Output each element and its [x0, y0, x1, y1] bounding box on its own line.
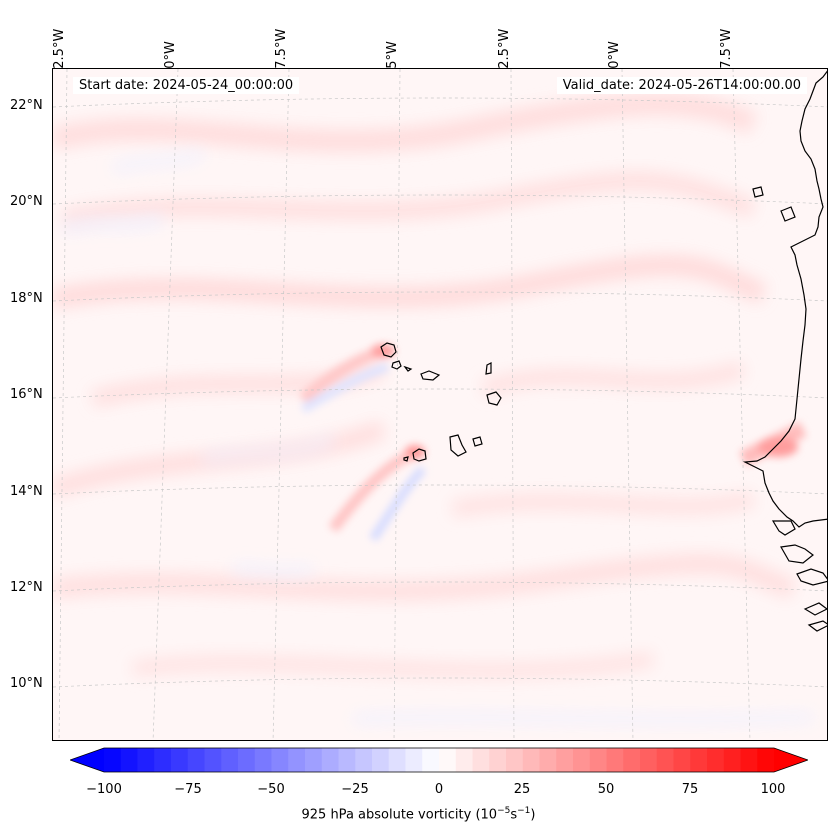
colorbar-tick-neg25: −25	[341, 782, 369, 797]
colorbar-segment	[656, 748, 674, 772]
colorbar-segment	[221, 748, 239, 772]
colorbar-segment	[204, 748, 222, 772]
colorbar-segment	[757, 748, 775, 772]
colorbar-segment	[740, 748, 758, 772]
negative-vorticity-streaks	[61, 149, 814, 725]
colorbar-segment	[539, 748, 557, 772]
colorbar-segment	[137, 748, 155, 772]
lat-label-22n: 22°N	[10, 98, 43, 113]
colorbar-segment	[355, 748, 373, 772]
colorbar-segment	[573, 748, 591, 772]
lat-label-20n: 20°N	[10, 194, 43, 209]
map-panel: Start date: 2024-05-24_00:00:00 Valid_da…	[52, 68, 828, 741]
colorbar-segment	[288, 748, 306, 772]
colorbar-segment	[271, 748, 289, 772]
colorbar-tick-100: 100	[760, 782, 786, 797]
graticule	[53, 69, 827, 740]
colorbar-segment	[690, 748, 708, 772]
colorbar-segment	[154, 748, 172, 772]
lat-label-12n: 12°N	[10, 580, 43, 595]
colorbar-segment	[589, 748, 607, 772]
colorbar-segment	[439, 748, 457, 772]
colorbar-graphic	[68, 747, 810, 773]
colorbar-segment	[472, 748, 490, 772]
colorbar-segment	[372, 748, 390, 772]
start-date-label: Start date: 2024-05-24_00:00:00	[73, 77, 300, 94]
colorbar-tick-75: 75	[681, 782, 699, 797]
colorbar-segment	[455, 748, 473, 772]
colorbar-segment	[104, 748, 122, 772]
colorbar-segment	[723, 748, 741, 772]
vorticity-field	[53, 69, 827, 740]
colorbar-segment	[338, 748, 356, 772]
lat-label-14n: 14°N	[10, 484, 43, 499]
lat-label-16n: 16°N	[10, 387, 43, 402]
map-background	[53, 69, 827, 740]
colorbar-segment	[707, 748, 725, 772]
colorbar	[68, 745, 810, 775]
colorbar-tick-neg75: −75	[174, 782, 202, 797]
colorbar-segment	[187, 748, 205, 772]
colorbar-extend-max	[774, 748, 808, 772]
colorbar-tick-0: 0	[434, 782, 444, 797]
colorbar-title-exp1: −5	[497, 806, 511, 816]
island-wakes	[299, 344, 807, 542]
colorbar-segment	[305, 748, 323, 772]
coastlines	[380, 70, 827, 632]
valid-date-label: Valid_date: 2024-05-26T14:00:00.00	[556, 77, 807, 94]
colorbar-segments	[68, 747, 810, 773]
colorbar-segment	[673, 748, 691, 772]
colorbar-segment	[623, 748, 641, 772]
colorbar-segment	[238, 748, 256, 772]
colorbar-segment	[640, 748, 658, 772]
colorbar-title: 925 hPa absolute vorticity (10−5s−1)	[301, 806, 536, 823]
lat-label-18n: 18°N	[10, 291, 43, 306]
colorbar-segment	[321, 748, 339, 772]
colorbar-title-exp2: −1	[517, 806, 531, 816]
colorbar-segment	[489, 748, 507, 772]
lat-label-10n: 10°N	[10, 676, 43, 691]
colorbar-segment	[388, 748, 406, 772]
colorbar-segment	[405, 748, 423, 772]
colorbar-tick-50: 50	[597, 782, 615, 797]
colorbar-segment	[171, 748, 189, 772]
colorbar-segment	[522, 748, 540, 772]
colorbar-segment	[606, 748, 624, 772]
colorbar-segment	[556, 748, 574, 772]
colorbar-tick-25: 25	[513, 782, 531, 797]
colorbar-tick-neg50: −50	[257, 782, 285, 797]
colorbar-segment	[120, 748, 138, 772]
colorbar-segment	[422, 748, 440, 772]
colorbar-extend-min	[70, 748, 104, 772]
colorbar-tick-neg100: −100	[86, 782, 122, 797]
colorbar-segment	[254, 748, 272, 772]
colorbar-segment	[506, 748, 524, 772]
